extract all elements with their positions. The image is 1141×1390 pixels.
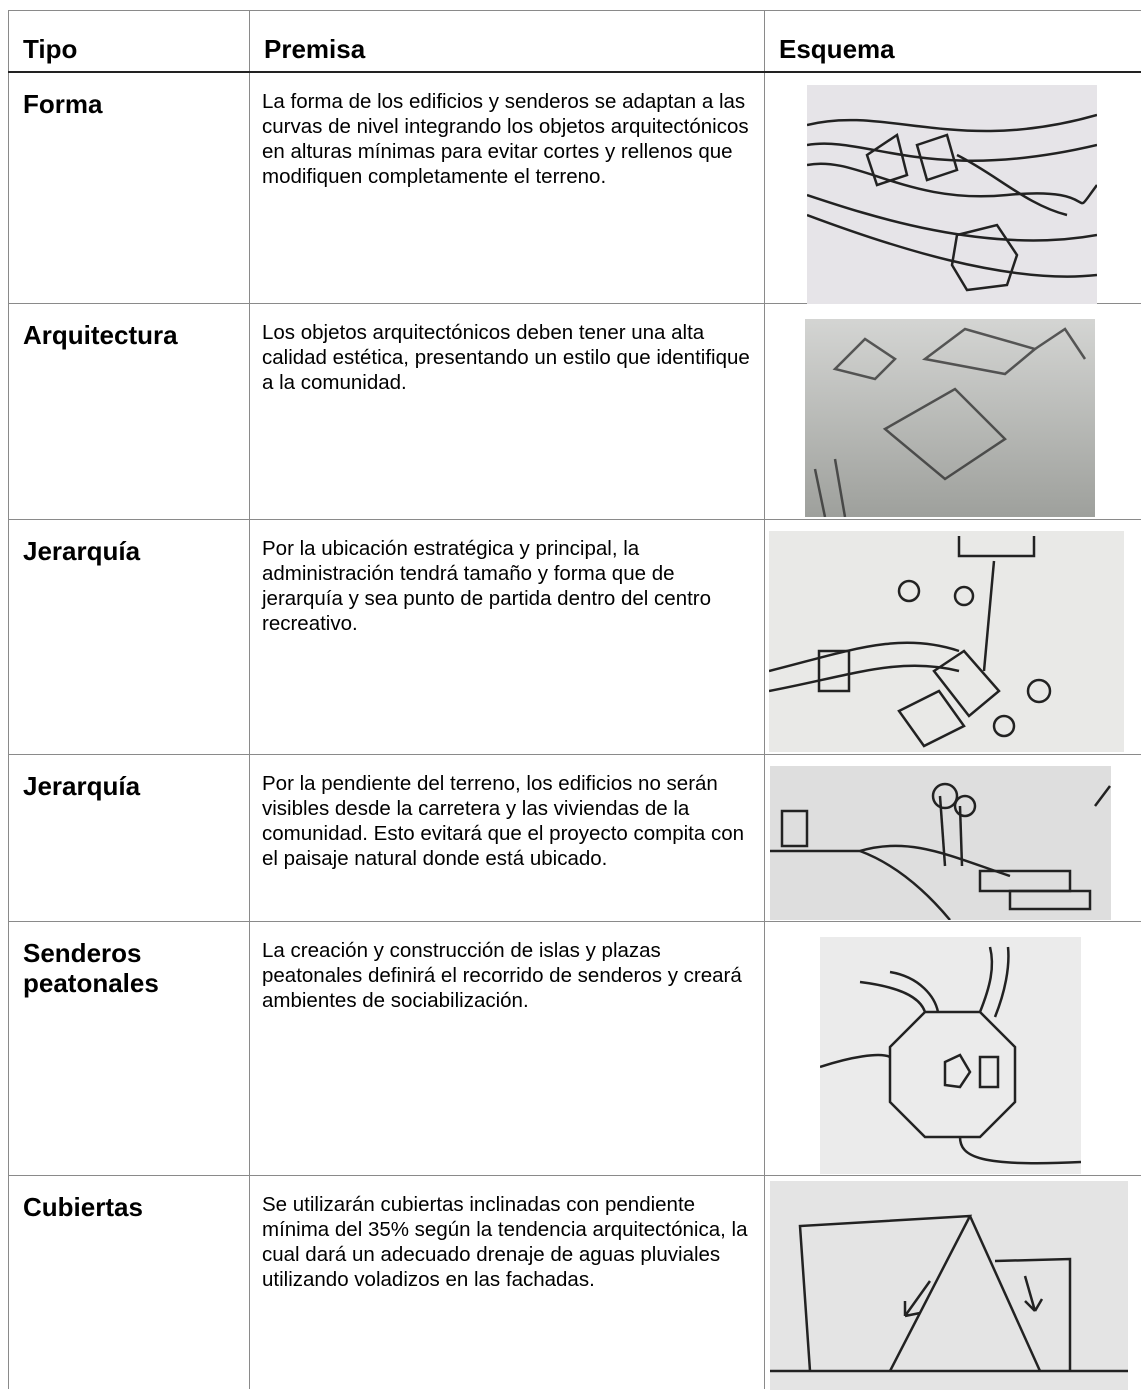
premise-cell: Por la ubicación estratégica y principal… [250,519,765,754]
premises-table: Tipo Premisa Esquema Forma La forma de l… [8,10,1141,1389]
sketch-senderos [820,937,1081,1174]
sketch-cell [765,754,1141,921]
sketch-cubiertas [770,1181,1128,1390]
type-cell: Jerarquía [9,754,250,921]
type-cell: Cubiertas [9,1175,250,1389]
sketch-arquitectura [805,319,1095,517]
sketch-cell [765,921,1141,1175]
row: Forma La forma de los edificios y sender… [9,72,1141,303]
type-cell: Jerarquía [9,519,250,754]
sketch-cell [765,519,1141,754]
premise-cell: La forma de los edificios y senderos se … [250,72,765,303]
row: Jerarquía Por la ubicación estratégica y… [9,519,1141,754]
sketch-cell [765,303,1141,519]
row: Arquitectura Los objetos arquitectónicos… [9,303,1141,519]
row: Senderos peatonales La creación y constr… [9,921,1141,1175]
row: Cubiertas Se utilizarán cubiertas inclin… [9,1175,1141,1389]
header-row: Tipo Premisa Esquema [9,11,1141,73]
premise-cell: Se utilizarán cubiertas inclinadas con p… [250,1175,765,1389]
type-cell: Senderos peatonales [9,921,250,1175]
sketch-cell [765,1175,1141,1389]
header-cell: Premisa [250,11,765,73]
row: Jerarquía Por la pendiente del terreno, … [9,754,1141,921]
type-cell: Arquitectura [9,303,250,519]
type-cell: Forma [9,72,250,303]
premise-cell: La creación y construcción de islas y pl… [250,921,765,1175]
sketch-cell [765,72,1141,303]
premise-cell: Los objetos arquitectónicos deben tener … [250,303,765,519]
premise-cell: Por la pendiente del terreno, los edific… [250,754,765,921]
header-cell: Esquema [765,11,1141,73]
header-cell: Tipo [9,11,250,73]
sketch-jerarquia-1 [769,531,1124,752]
sketch-jerarquia-2 [770,766,1111,920]
sketch-forma [807,85,1097,304]
